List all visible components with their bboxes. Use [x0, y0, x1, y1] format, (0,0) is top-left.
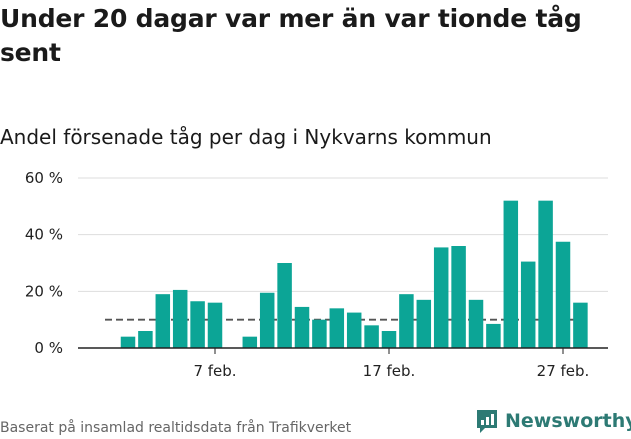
grid-lines [78, 177, 608, 292]
chart-subtitle: Andel försenade tåg per dag i Nykvarns k… [0, 125, 492, 149]
bar [520, 261, 536, 348]
bar [364, 325, 379, 348]
bar [312, 319, 327, 348]
bar [172, 289, 188, 348]
bar [155, 294, 171, 348]
logo-text: Newsworthy [505, 410, 631, 432]
bars [120, 200, 588, 348]
bar [538, 200, 553, 348]
bar [207, 302, 223, 348]
bar [555, 241, 571, 348]
bar [451, 246, 466, 348]
x-tick-label: 17 feb. [363, 362, 416, 380]
bar [277, 263, 292, 348]
newsworthy-logo: Newsworthy [475, 408, 631, 434]
bar [120, 336, 136, 348]
bar-chart: 0 % 20 % 40 % 60 % 7 feb. 17 feb. 27 feb. [25, 169, 608, 380]
bar [416, 299, 432, 348]
axes: 0 % 20 % 40 % 60 % 7 feb. 17 feb. 27 feb. [25, 169, 608, 380]
bar [503, 200, 519, 348]
bar [433, 247, 449, 348]
bar [468, 299, 484, 348]
bar [399, 294, 414, 348]
bar [573, 302, 588, 348]
bar [294, 306, 310, 348]
y-tick-label: 20 % [25, 282, 63, 300]
source-note: Baserat på insamlad realtidsdata från Tr… [0, 420, 352, 436]
x-tick-label: 27 feb. [537, 362, 590, 380]
bar [190, 301, 205, 348]
x-tick-label: 7 feb. [193, 362, 236, 380]
y-tick-label: 0 % [34, 339, 63, 357]
bar [346, 312, 362, 348]
newsworthy-logo-icon [477, 410, 497, 433]
bar [329, 308, 345, 348]
bar [259, 292, 275, 348]
headline: Under 20 dagar var mer än var tionde tåg… [0, 4, 582, 67]
bar [381, 331, 397, 348]
bar [242, 336, 258, 348]
y-tick-label: 40 % [25, 226, 63, 244]
bar [138, 331, 153, 348]
y-tick-label: 60 % [25, 169, 63, 187]
bar [486, 323, 501, 348]
